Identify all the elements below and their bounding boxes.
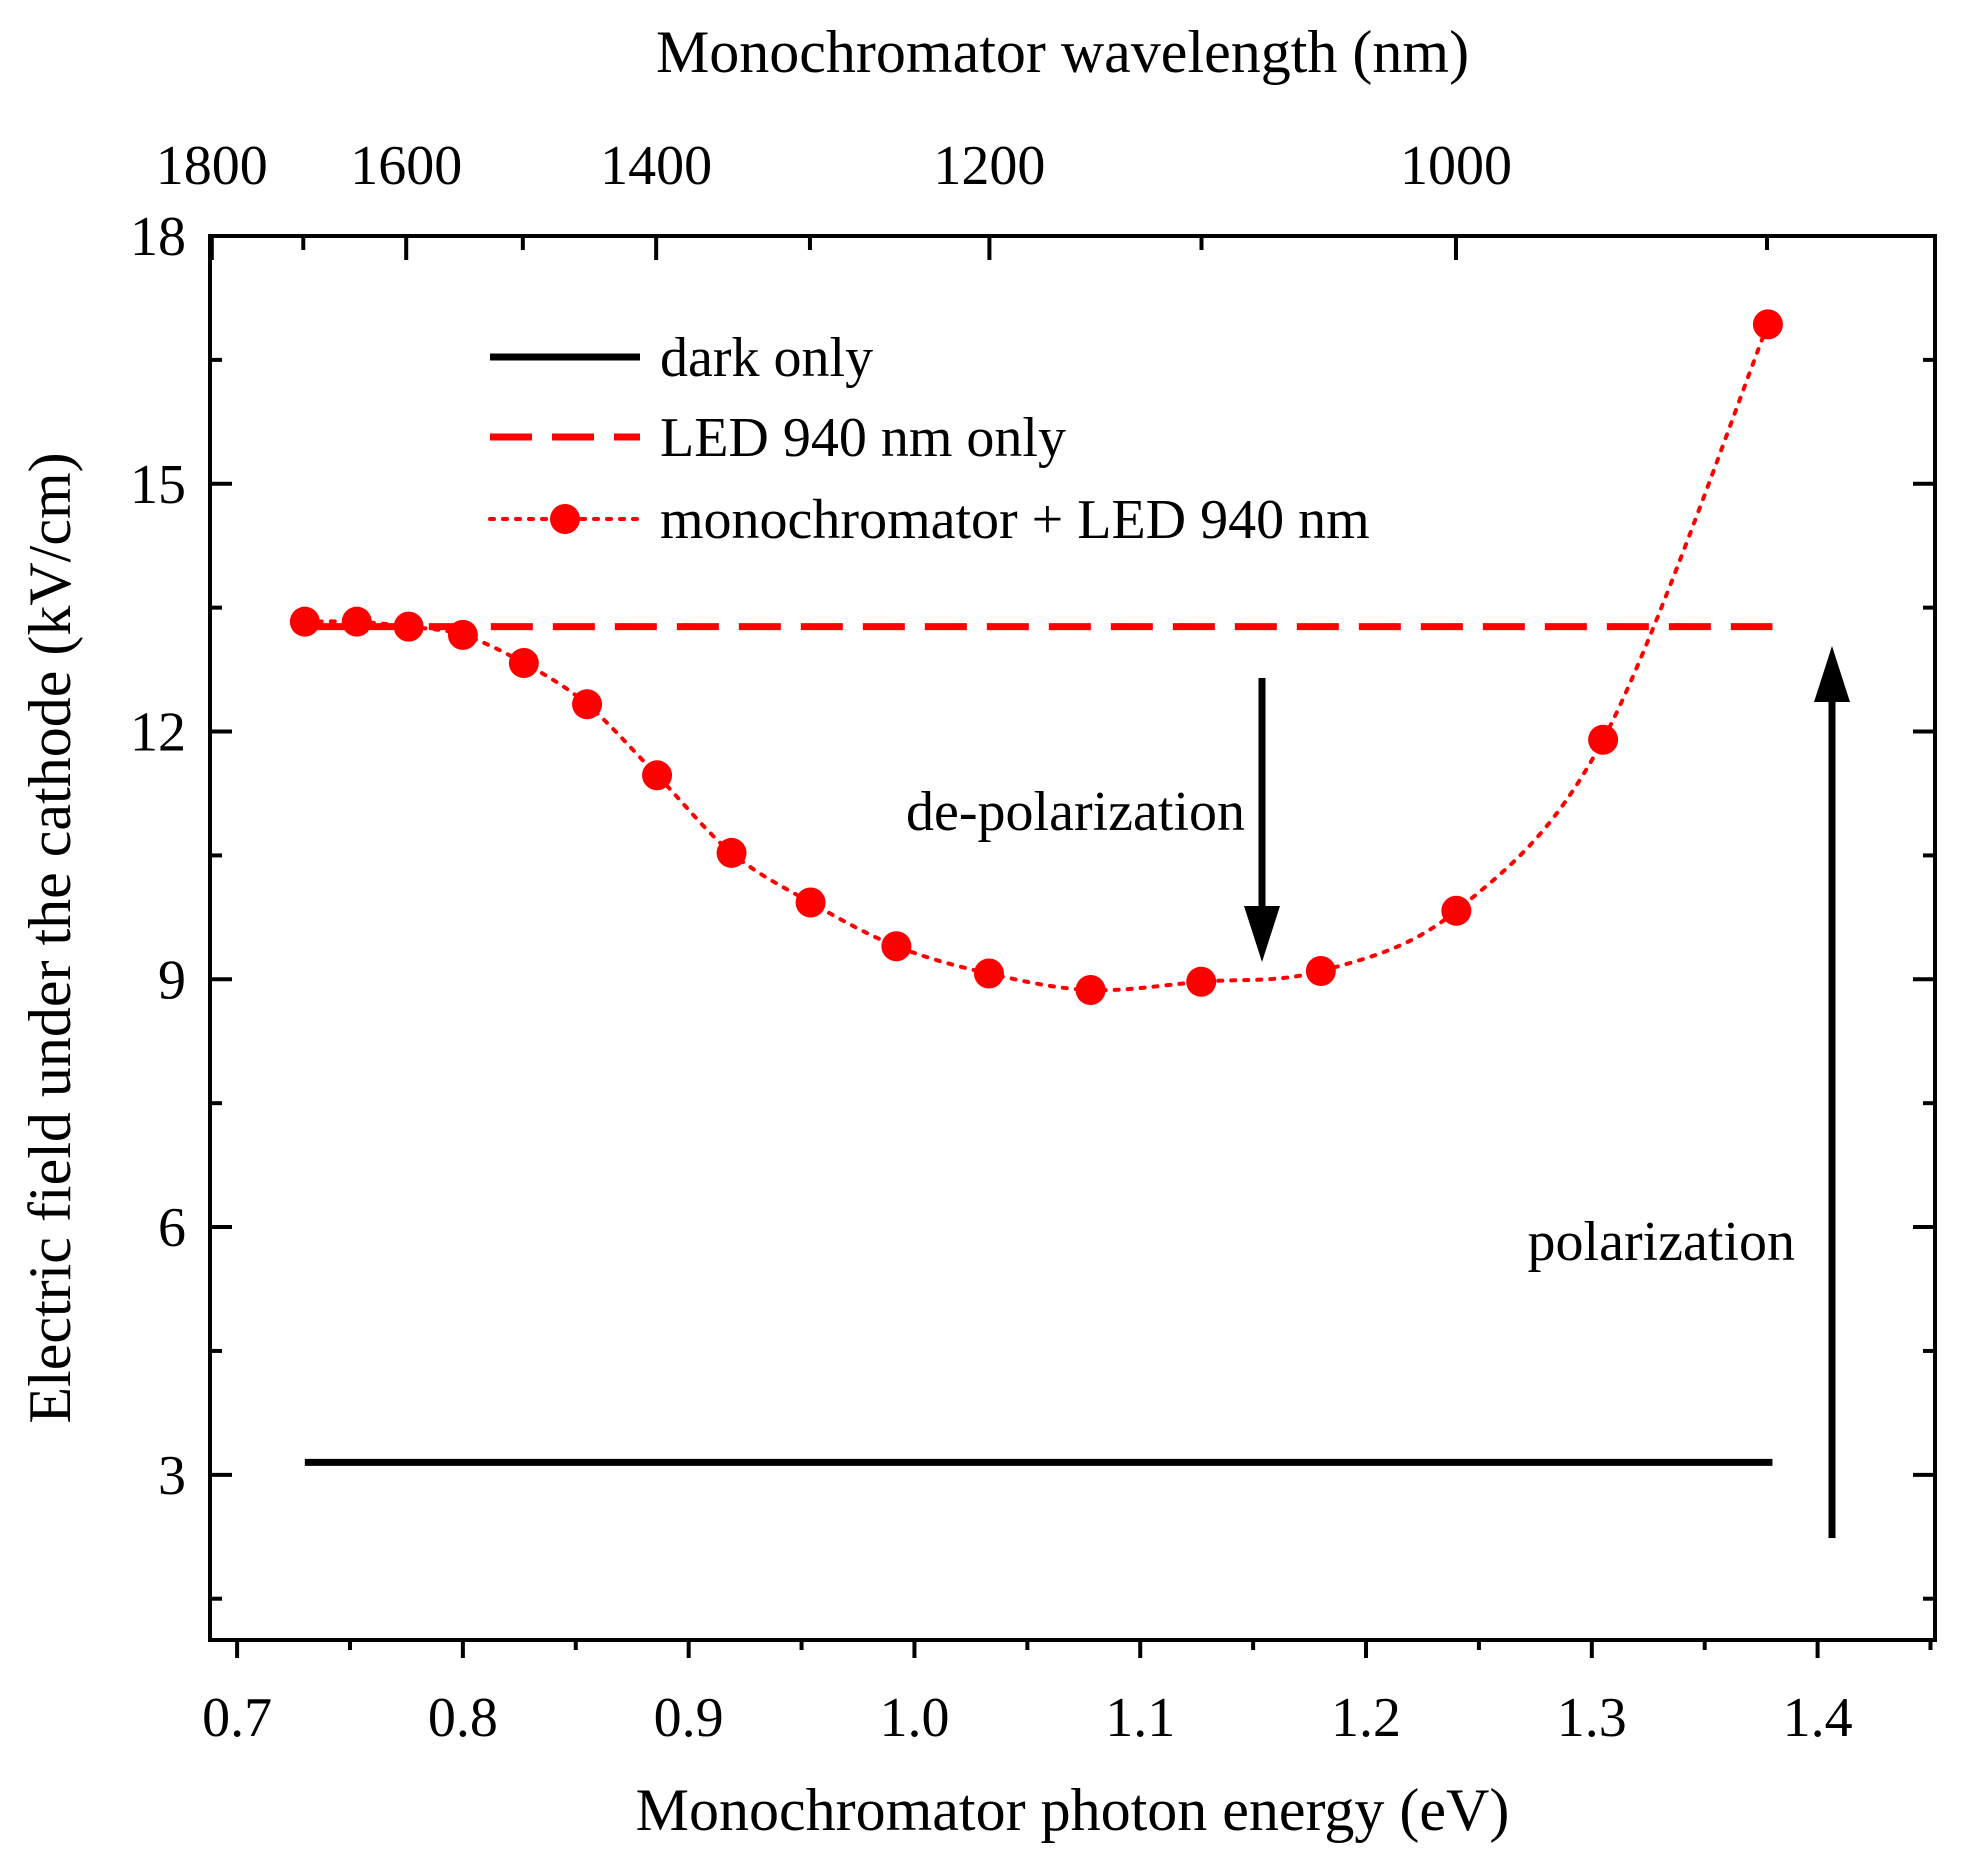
x2-tick-label: 1200 [933, 135, 1045, 197]
x-tick-label: 1.2 [1331, 1687, 1401, 1749]
monochromator-led-point [289, 606, 320, 637]
monochromator-led-point [393, 611, 424, 642]
polarization-label: polarization [1528, 1211, 1795, 1273]
axis-labels-group: 0.7 0.8 0.9 1.0 1.1 1.2 1.3 1.4 1800 1600 1400 1200… [17, 19, 1853, 1843]
monochromator-led-point [1752, 309, 1783, 340]
monochromator-led-point [795, 887, 826, 918]
monochromator-led-point [973, 958, 1004, 989]
legend-dark-only-label: dark only [660, 327, 873, 389]
axes-frame-group [208, 234, 1937, 1658]
y-tick-label: 18 [130, 206, 186, 268]
x-tick-label: 1.3 [1557, 1687, 1627, 1749]
legend-monochromator-led-marker [550, 504, 580, 534]
series-group [289, 309, 1783, 1466]
monochromator-led-point [341, 606, 372, 637]
x2-tick-label: 1800 [156, 135, 268, 197]
legend-monochromator-led-label: monochromator + LED 940 nm [660, 489, 1370, 551]
monochromator-led-point [447, 619, 478, 650]
legend: dark only LED 940 nm only monochromator + … [488, 327, 1370, 551]
x-tick-label: 1.4 [1783, 1687, 1853, 1749]
x-tick-label: 1.1 [1105, 1687, 1175, 1749]
monochromator-led-point [508, 647, 539, 678]
monochromator-led-point [572, 689, 603, 720]
x2-tick-label: 1000 [1400, 135, 1512, 197]
y-tick-label: 6 [158, 1197, 186, 1259]
y-tick-label: 15 [130, 454, 186, 516]
monochromator-led-point [1305, 956, 1336, 987]
polarization-arrow-head [1814, 646, 1850, 702]
x-tick-label: 0.9 [654, 1687, 724, 1749]
plot-frame [208, 234, 1937, 1642]
monochromator-led-point [881, 931, 912, 962]
depolarization-arrow-head [1244, 906, 1280, 962]
monochromator-led-point [1186, 966, 1217, 997]
x-tick-label: 0.8 [428, 1687, 498, 1749]
monochromator-led-point [1441, 895, 1472, 926]
monochromator-led-curve [302, 322, 1770, 993]
monochromator-led-point [1075, 975, 1106, 1006]
x-tick-label: 1.0 [879, 1687, 949, 1749]
annotation-group: de-polarization polarization [906, 646, 1850, 1538]
monochromator-led-point [1588, 724, 1619, 755]
x-tick-label: 0.7 [202, 1687, 272, 1749]
monochromator-led-point [642, 760, 673, 791]
y-axis-title: Electric field under the cathode (kV/cm) [17, 452, 83, 1423]
x2-tick-label: 1600 [350, 135, 462, 197]
y-tick-label: 12 [130, 702, 186, 764]
legend-led-only-label: LED 940 nm only [660, 407, 1066, 469]
x-axis-title: Monochromator photon energy (eV) [636, 1777, 1510, 1843]
y-tick-label: 3 [158, 1445, 186, 1507]
depolarization-label: de-polarization [906, 781, 1245, 843]
x2-axis-title: Monochromator wavelength (nm) [656, 19, 1469, 85]
x2-tick-label: 1400 [600, 135, 712, 197]
monochromator-led-point [716, 837, 747, 868]
y-tick-label: 9 [158, 949, 186, 1011]
